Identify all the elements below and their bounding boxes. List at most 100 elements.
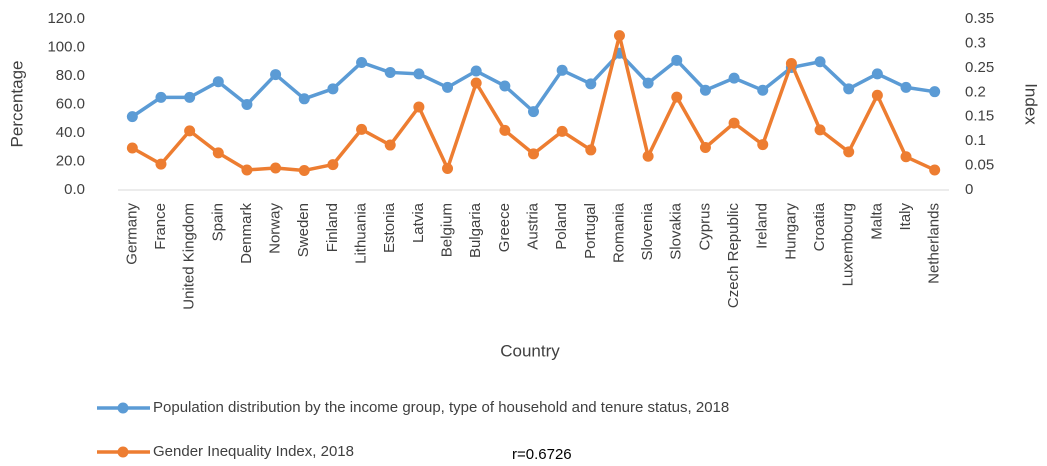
x-tick-label: Norway (267, 203, 284, 254)
y-tick-label: 120.0 (47, 10, 85, 27)
x-tick-label: Netherlands (926, 203, 943, 284)
x-tick-label: Portugal (582, 203, 599, 259)
data-point (843, 83, 855, 95)
y2-tick-label: 0.15 (965, 108, 994, 125)
y-axis-title: Percentage (7, 61, 26, 148)
data-point (413, 68, 425, 80)
data-point (126, 142, 138, 154)
x-tick-label: Bulgaria (467, 202, 484, 258)
x-axis-title: Country (500, 341, 560, 360)
y-tick-label: 100.0 (47, 38, 85, 55)
y2-tick-label: 0.2 (965, 83, 986, 100)
data-point (528, 106, 539, 118)
annotation: r=0.6726 (512, 446, 572, 463)
legend-marker (117, 446, 129, 458)
x-tick-label: Slovakia (668, 202, 685, 259)
data-point (785, 57, 797, 69)
data-point (814, 56, 826, 68)
legend-marker (117, 402, 129, 414)
data-point (212, 147, 224, 159)
data-point (728, 117, 740, 129)
data-point (470, 65, 482, 77)
x-tick-label: Italy (897, 203, 914, 231)
data-point (699, 141, 711, 153)
data-point (384, 139, 396, 151)
data-point (442, 163, 454, 175)
data-point (671, 54, 683, 66)
data-point (499, 124, 511, 136)
data-point (871, 89, 883, 101)
x-tick-label: Spain (209, 203, 226, 241)
y-tick-label: 40.0 (56, 124, 85, 141)
x-tick-label: Slovenia (639, 202, 656, 260)
data-point (814, 124, 826, 136)
x-tick-label: Croatia (811, 202, 828, 251)
data-point (384, 66, 396, 78)
data-point (126, 111, 138, 123)
legend-label: Gender Inequality Index, 2018 (153, 443, 354, 460)
data-point (327, 159, 339, 171)
data-point (155, 158, 167, 170)
y-tick-label: 0.0 (64, 181, 85, 198)
data-point (499, 80, 511, 92)
x-tick-label: Denmark (238, 203, 255, 264)
data-point (470, 77, 482, 89)
y2-tick-label: 0 (965, 181, 973, 198)
data-point (442, 81, 454, 93)
data-point (585, 144, 597, 156)
data-point (327, 83, 339, 95)
data-point (843, 146, 855, 158)
y2-tick-label: 0.3 (965, 34, 986, 51)
data-point (155, 91, 167, 103)
y2-tick-label: 0.1 (965, 132, 986, 149)
data-point (900, 151, 912, 163)
x-tick-label: Cyprus (696, 203, 713, 251)
x-tick-label: Luxembourg (840, 203, 857, 286)
x-tick-label: Germany (123, 203, 140, 265)
x-tick-label: Poland (553, 203, 570, 250)
data-point (757, 139, 769, 151)
data-point (929, 164, 941, 176)
data-point (585, 78, 597, 90)
data-point (642, 77, 654, 89)
x-tick-label: Greece (496, 203, 513, 252)
data-point (613, 30, 625, 42)
x-tick-label: Latvia (410, 202, 427, 243)
y2-tick-label: 0.05 (965, 157, 994, 174)
data-point (728, 72, 740, 84)
data-point (212, 76, 224, 88)
x-tick-label: Hungary (782, 203, 799, 260)
data-point (270, 69, 282, 81)
y-tick-label: 20.0 (56, 152, 85, 169)
x-tick-label: Austria (524, 202, 541, 249)
y-tick-label: 80.0 (56, 67, 85, 84)
y2-axis-title: Index (1022, 83, 1041, 125)
data-point (184, 91, 196, 103)
x-tick-label: Ireland (754, 203, 771, 249)
data-point (900, 81, 912, 93)
legend-label: Population distribution by the income gr… (153, 399, 729, 416)
data-point (871, 68, 883, 80)
data-point (270, 162, 282, 174)
data-point (356, 56, 368, 68)
data-point (241, 164, 253, 176)
data-point (356, 123, 368, 135)
x-tick-label: Sweden (295, 203, 312, 257)
data-point (241, 99, 253, 110)
data-point (671, 91, 683, 103)
x-tick-label: Malta (868, 202, 885, 239)
x-tick-label: France (152, 203, 169, 250)
x-tick-label: Lithuania (353, 202, 370, 264)
y2-tick-label: 0.25 (965, 59, 994, 76)
data-point (642, 150, 654, 162)
data-point (556, 125, 568, 137)
x-tick-label: Estonia (381, 202, 398, 253)
data-point (699, 84, 711, 96)
x-tick-label: Romania (610, 202, 627, 263)
y2-tick-label: 0.35 (965, 10, 994, 27)
data-point (528, 148, 539, 160)
x-tick-label: Belgium (439, 203, 456, 257)
x-tick-label: United Kingdom (181, 203, 198, 310)
x-tick-label: Czech Republic (725, 203, 742, 309)
